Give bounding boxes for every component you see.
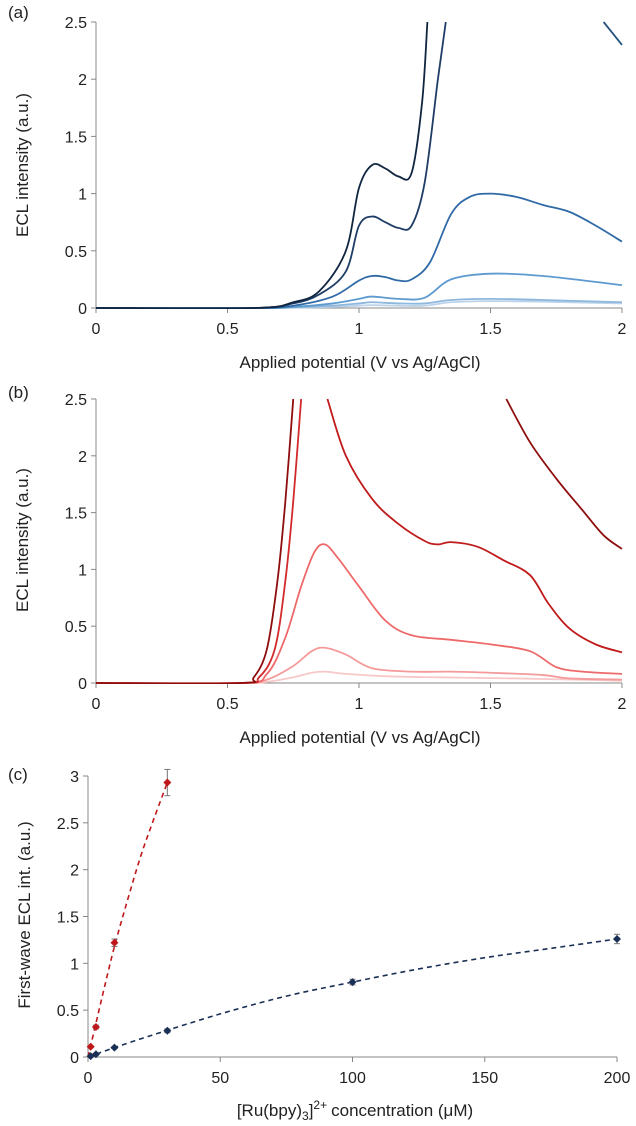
y-tick-label: 0.5 — [65, 619, 87, 636]
panel-a-ylabel: ECL intensity (a.u.) — [13, 93, 32, 237]
panel-c-ylabel: First-wave ECL int. (a.u.) — [15, 821, 34, 1008]
series-line-1 — [95, 297, 623, 309]
panel-a-label: (a) — [8, 3, 29, 22]
panel-c-xlabel-rest: concentration (μM) — [331, 1101, 473, 1120]
y-tick-label: 2.5 — [65, 15, 87, 32]
panel-a-plot: 0 0.5 1 1.5 2 2.5 0 0.5 1 1.5 2 — [65, 15, 627, 338]
x-tick-label: 100 — [339, 1070, 366, 1087]
x-tick-label: 150 — [471, 1070, 498, 1087]
data-point-0 — [110, 938, 119, 947]
series-line-5 — [95, 398, 295, 684]
y-tick-label: 0.5 — [65, 244, 87, 261]
data-point-1 — [163, 1026, 172, 1035]
data-point-0 — [86, 1042, 95, 1051]
y-tick-label: 2 — [70, 863, 79, 880]
x-tick-label: 0 — [92, 321, 101, 338]
x-tick-label: 1.5 — [479, 696, 501, 713]
panel-b-plot: 0 0.5 1 1.5 2 2.5 0 0.5 1 1.5 2 — [65, 392, 627, 713]
data-point-1 — [91, 1050, 100, 1059]
x-tick-label: 2 — [618, 696, 627, 713]
panel-a-xlabel: Applied potential (V vs Ag/AgCl) — [240, 353, 481, 372]
x-tick-label: 0 — [84, 1070, 93, 1087]
x-tick-label: 2 — [618, 321, 627, 338]
fit-line-0 — [87, 782, 169, 1058]
panel-b-label: (b) — [8, 383, 29, 402]
panel-a: (a) ECL intensity (a.u.) Applied potenti… — [8, 3, 627, 372]
x-tick-label: 200 — [604, 1070, 631, 1087]
y-tick-label: 1.5 — [65, 506, 87, 523]
data-point-1 — [348, 978, 357, 987]
y-tick-label: 2.5 — [57, 816, 79, 833]
x-tick-label: 1.5 — [479, 321, 501, 338]
series-line-6 — [505, 398, 623, 550]
series-line-0 — [95, 670, 623, 684]
series-line-3 — [95, 192, 623, 309]
panel-b-xlabel: Applied potential (V vs Ag/AgCl) — [240, 728, 481, 747]
panel-c-xlabel-sub: 3 — [302, 1109, 309, 1123]
series-line-6 — [602, 21, 623, 46]
panel-c-xlabel-prefix: [Ru(bpy) — [237, 1101, 302, 1120]
panel-b-ylabel: ECL intensity (a.u.) — [13, 468, 32, 612]
y-tick-label: 3 — [70, 769, 79, 786]
y-tick-label: 1 — [78, 187, 87, 204]
x-tick-label: 0.5 — [216, 696, 238, 713]
y-tick-label: 2.5 — [65, 392, 87, 409]
fit-line-1 — [87, 938, 618, 1058]
x-tick-label: 0 — [92, 696, 101, 713]
panel-c-label: (c) — [8, 765, 28, 784]
x-tick-label: 1 — [355, 696, 364, 713]
panel-c-xlabel: [Ru(bpy)3]2+ concentration (μM) — [237, 1098, 473, 1123]
panel-b: (b) ECL intensity (a.u.) Applied potenti… — [8, 383, 627, 747]
y-tick-label: 0 — [78, 301, 87, 318]
data-point-1 — [110, 1043, 119, 1052]
y-tick-label: 0 — [78, 676, 87, 693]
y-tick-label: 1.5 — [65, 129, 87, 146]
series-line-0 — [95, 300, 623, 309]
data-point-0 — [91, 1023, 100, 1032]
y-tick-label: 0.5 — [57, 1003, 79, 1020]
x-tick-label: 1 — [355, 321, 364, 338]
series-line-4 — [95, 21, 447, 309]
x-tick-label: 0.5 — [216, 321, 238, 338]
panel-c-plot: 0 0.5 1 1.5 2 2.5 3 0 50 100 150 200 — [57, 768, 631, 1087]
y-tick-label: 2 — [78, 72, 87, 89]
series-line-1 — [95, 646, 623, 684]
panel-c-xlabel-close: ] — [309, 1101, 314, 1120]
y-tick-label: 2 — [78, 449, 87, 466]
x-tick-label: 50 — [211, 1070, 229, 1087]
data-point-0 — [163, 778, 172, 787]
panel-c-xlabel-sup: 2+ — [313, 1098, 327, 1112]
series-line-2 — [95, 543, 623, 684]
y-tick-label: 1 — [70, 956, 79, 973]
panel-c: (c) First-wave ECL int. (a.u.) [Ru(bpy)3… — [8, 765, 630, 1123]
y-tick-label: 1.5 — [57, 910, 79, 927]
series-line-3 — [326, 398, 623, 654]
y-tick-label: 0 — [70, 1050, 79, 1067]
series-line-4 — [95, 398, 303, 684]
series-line-5 — [95, 21, 429, 309]
data-point-1 — [613, 934, 621, 943]
y-tick-label: 1 — [78, 562, 87, 579]
